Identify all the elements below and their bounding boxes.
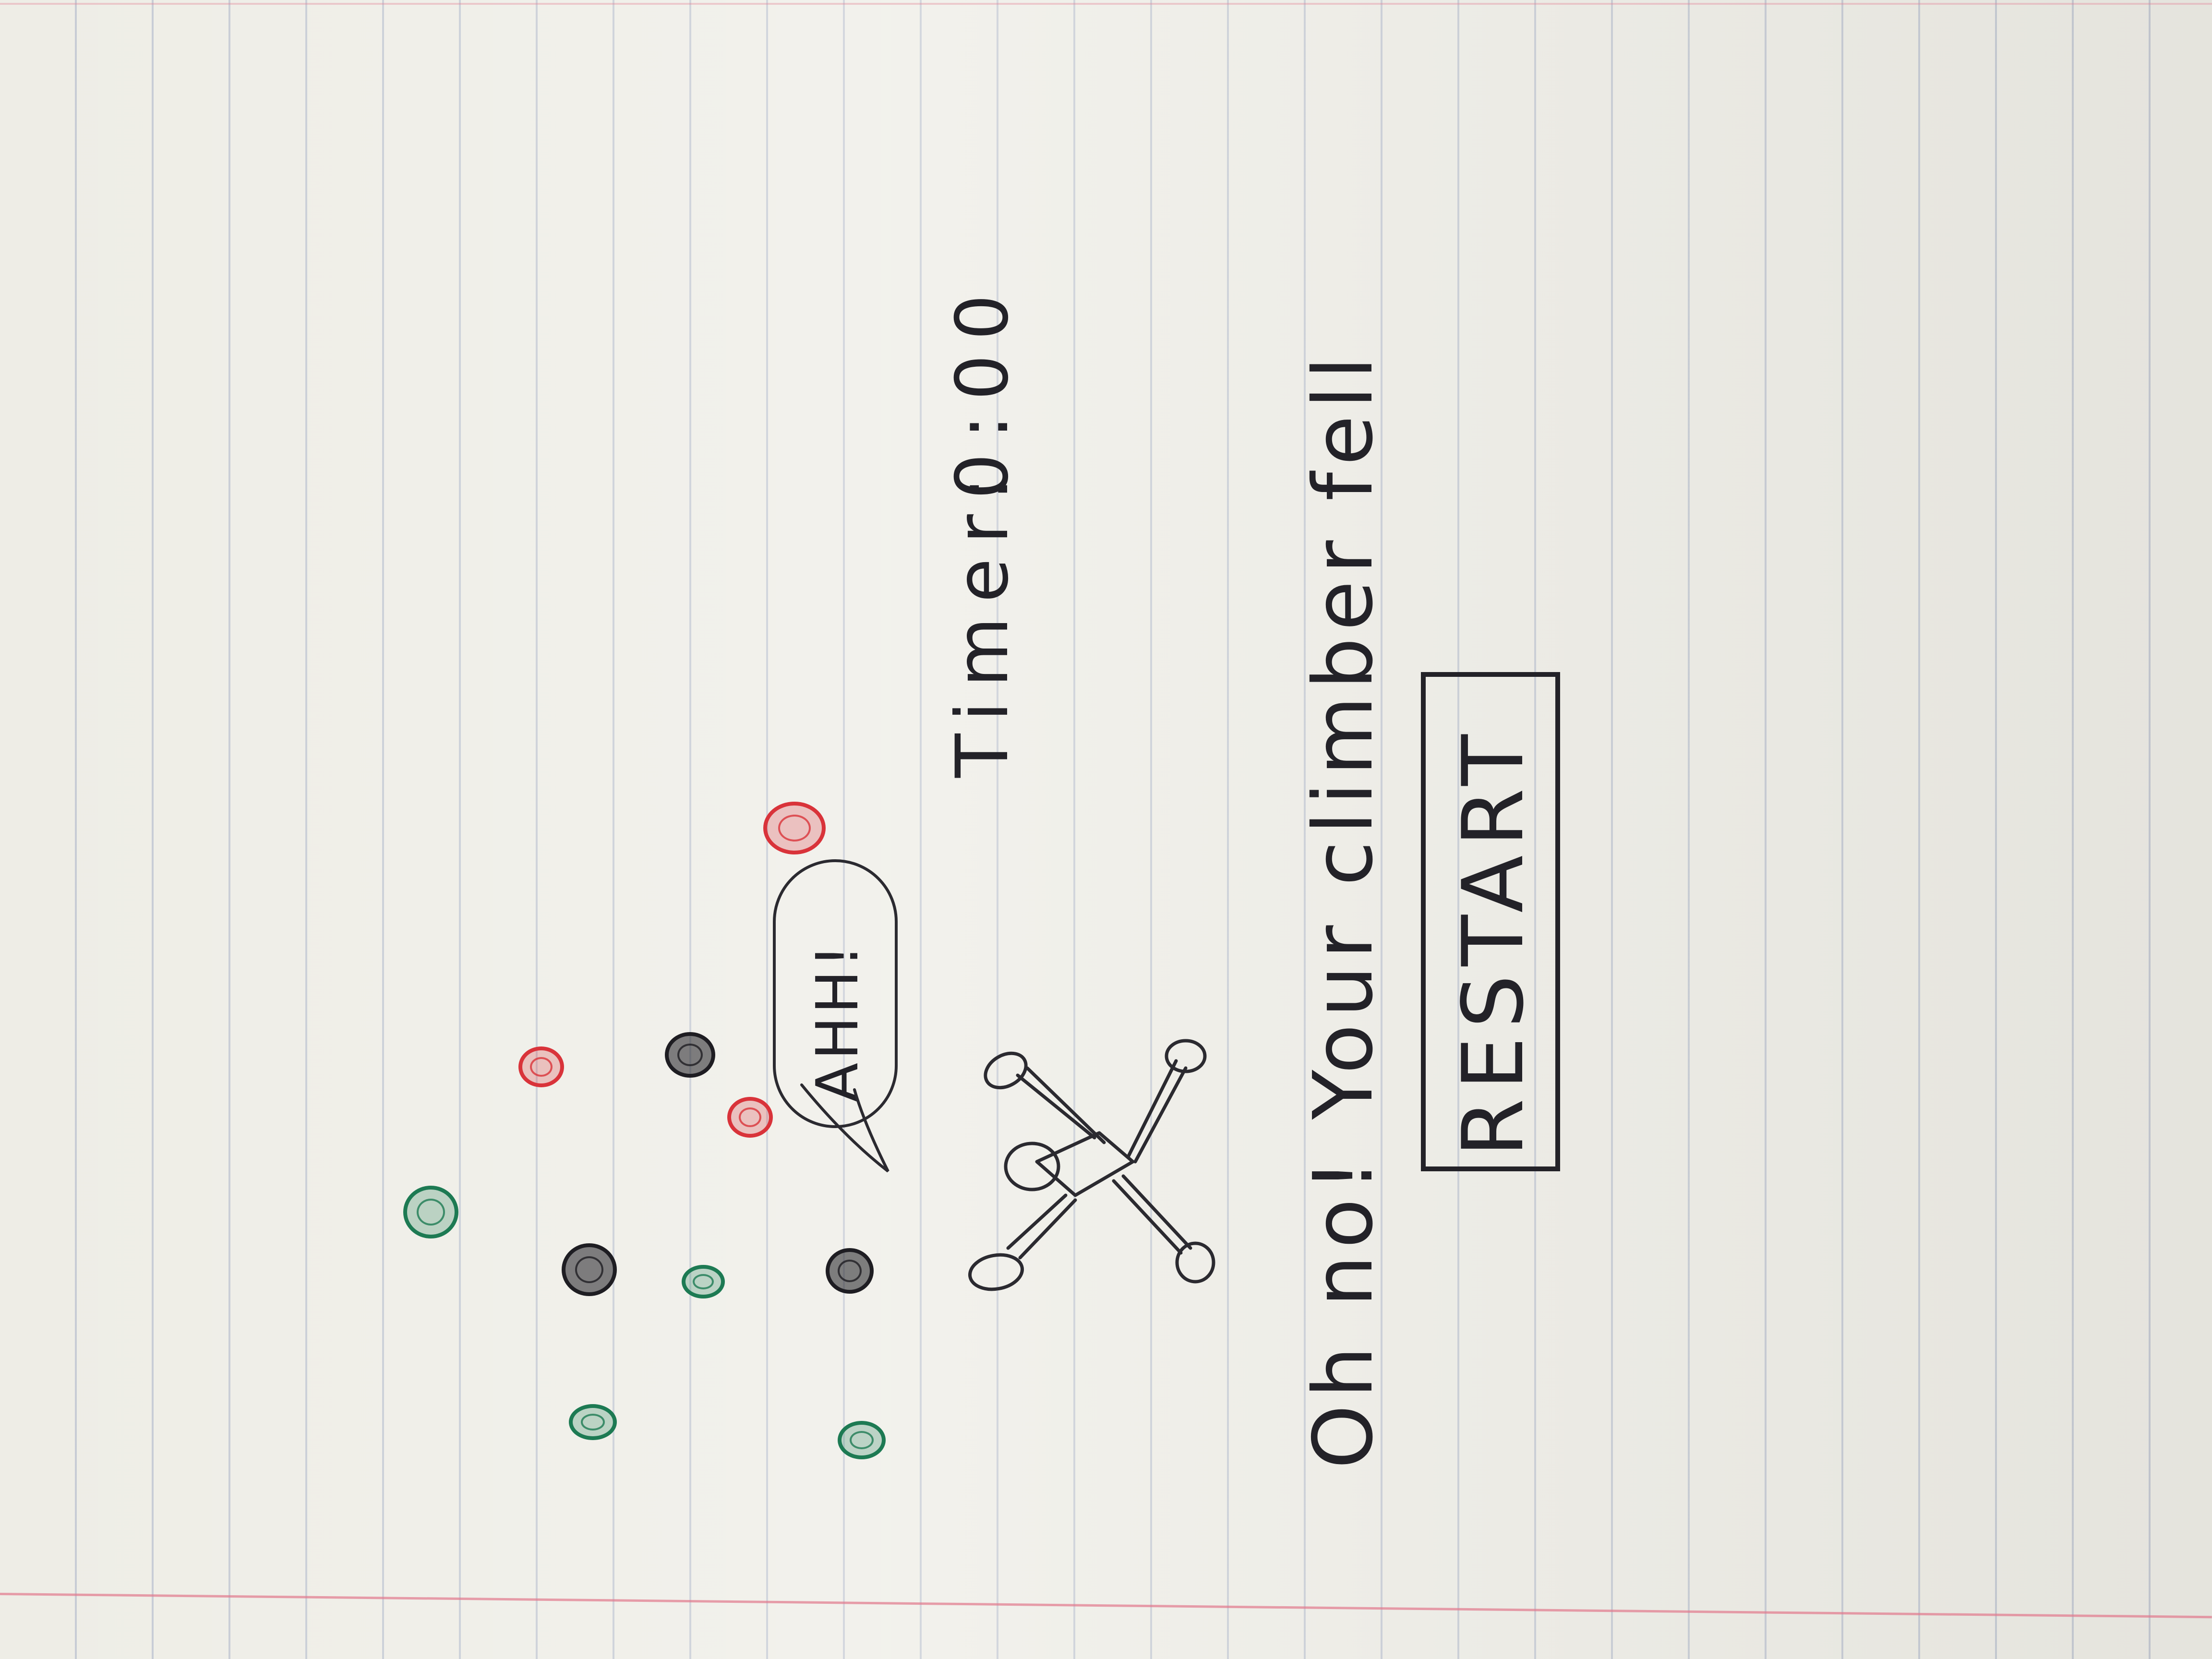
restart-button-label: RESTART — [1445, 725, 1542, 1157]
timer-label: Timer: — [941, 462, 1024, 778]
restart-button[interactable]: RESTART — [1421, 672, 1560, 1171]
hold-black-3 — [826, 1248, 874, 1294]
speech-bubble: AHH! — [773, 859, 898, 1128]
hold-green-1 — [403, 1186, 458, 1238]
hold-green-3 — [569, 1404, 617, 1440]
hold-green-4 — [838, 1421, 886, 1459]
speech-bubble-tail — [800, 1083, 890, 1173]
hold-red-2 — [518, 1046, 564, 1087]
fallen-climber-figure — [968, 1039, 1215, 1291]
hold-red-1 — [763, 802, 826, 854]
timer-value: 0:00 — [941, 280, 1024, 499]
hold-black-2 — [562, 1243, 617, 1296]
paper-top-edge — [0, 3, 2212, 5]
climber-head — [1004, 1142, 1060, 1191]
hold-green-2 — [682, 1265, 725, 1298]
hold-red-3 — [727, 1097, 773, 1138]
game-over-message: Oh no! Your climber fell — [1296, 349, 1391, 1469]
speech-bubble-text: AHH! — [805, 941, 871, 1102]
hold-black-1 — [665, 1032, 715, 1078]
